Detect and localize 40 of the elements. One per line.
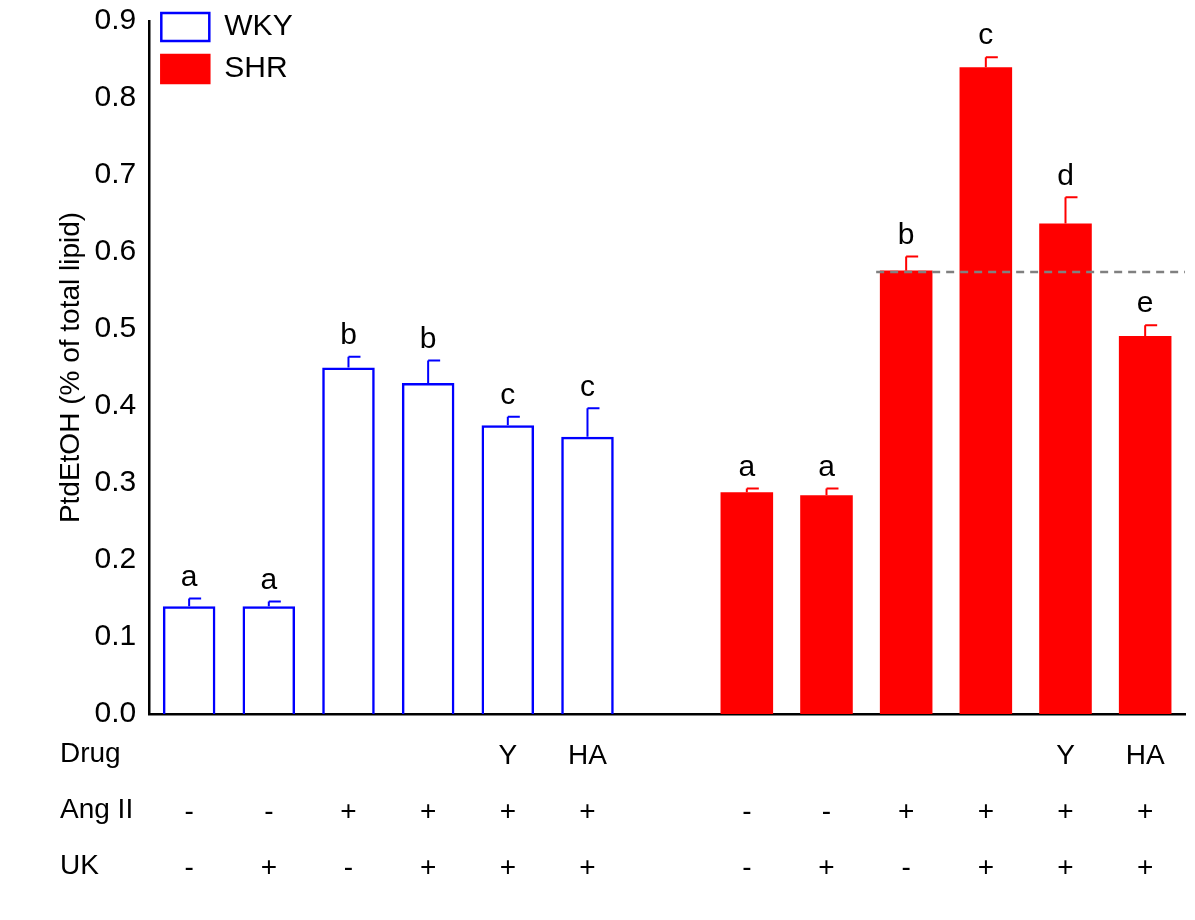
text: Drug [60,736,121,768]
x-tick-label: - + [260,794,277,882]
legend-label: SHR [224,50,288,84]
y-tick-label: 0.1 [94,618,137,652]
y-tick-label: 0.2 [94,541,137,575]
y-tick-label: 0.9 [94,2,137,36]
x-tick-label: HA + + [568,738,608,882]
data-label: e [1136,285,1154,319]
x-tick-label: - - [184,794,194,882]
y-tick-label: 0.7 [94,156,137,190]
x-tick-label: + - [340,794,357,882]
y-tick-label: 0.8 [94,79,137,113]
x-tick-label: + + [977,794,995,882]
x-tick-label: Y + + [1056,738,1076,882]
data-label: b [419,320,437,354]
y-tick-label: 0.0 [94,695,137,729]
data-label: b [897,216,915,250]
y-tick-label: 0.3 [94,464,137,498]
text: UK [60,848,100,880]
y-tick-label: 0.6 [94,233,137,267]
y-tick-label: 0.5 [94,310,137,344]
data-label: c [500,377,516,411]
data-label: c [978,17,994,51]
x-tick-label: Y + + [498,738,518,882]
legend-label: WKY [224,8,293,42]
x-tick-label: + + [419,794,437,882]
x-tick-label: + - [897,794,915,882]
data-label: b [340,316,357,350]
y-tick-label: 0.4 [94,387,137,421]
text: Ang II [60,792,134,824]
data-label: d [1057,157,1074,191]
data-label: c [579,368,595,402]
y-axis-title: PtdEtOH (% of total lipid) [53,211,85,524]
data-label: a [260,561,278,595]
x-tick-label: - - [742,794,752,882]
data-label: a [818,448,836,482]
data-label: a [738,448,756,482]
data-label: a [180,558,198,592]
x-tick-label: HA + + [1125,738,1165,882]
x-tick-label: - + [818,794,835,882]
